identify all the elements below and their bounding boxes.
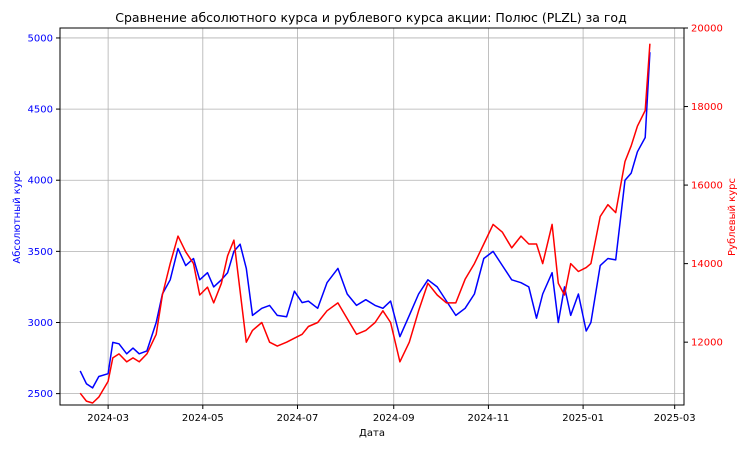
- y-left-tick-label: 4500: [28, 105, 53, 116]
- y-left-tick-label: 4000: [28, 176, 53, 187]
- y-axis-right: 12000 14000 16000 18000 20000: [684, 24, 723, 349]
- y-right-tick-label: 18000: [691, 102, 723, 113]
- series-line-right: [79, 43, 651, 404]
- grid: [60, 28, 684, 405]
- x-axis: 2024-03 2024-05 2024-07 2024-09 2024-11 2025-…: [87, 405, 696, 424]
- x-tick-label: 2024-03: [87, 413, 129, 424]
- x-axis-label: Дата: [359, 428, 385, 439]
- x-tick-label: 2024-09: [373, 413, 415, 424]
- y-right-tick-label: 16000: [691, 181, 723, 192]
- y-left-tick-label: 3500: [28, 247, 53, 258]
- y-axis-left-label: Абсолютный курс: [12, 170, 23, 263]
- y-right-tick-label: 20000: [691, 24, 723, 35]
- series-layer: [79, 43, 651, 404]
- y-left-tick-label: 2500: [28, 389, 53, 400]
- y-right-tick-label: 12000: [691, 338, 723, 349]
- x-tick-label: 2025-03: [654, 413, 696, 424]
- y-axis-right-label: Рублевый курс: [727, 178, 738, 256]
- x-tick-label: 2025-01: [562, 413, 604, 424]
- chart-title: Сравнение абсолютного курса и рублевого …: [115, 10, 626, 25]
- x-tick-label: 2024-07: [277, 413, 319, 424]
- y-axis-left: 2500 3000 3500 4000 4500 5000: [28, 33, 60, 400]
- y-right-tick-label: 14000: [691, 259, 723, 270]
- x-tick-label: 2024-05: [182, 413, 224, 424]
- x-tick-label: 2024-11: [468, 413, 510, 424]
- y-left-tick-label: 5000: [28, 33, 53, 44]
- plot-area: [60, 28, 684, 405]
- y-left-tick-label: 3000: [28, 318, 53, 329]
- plot-frame: [59, 27, 685, 406]
